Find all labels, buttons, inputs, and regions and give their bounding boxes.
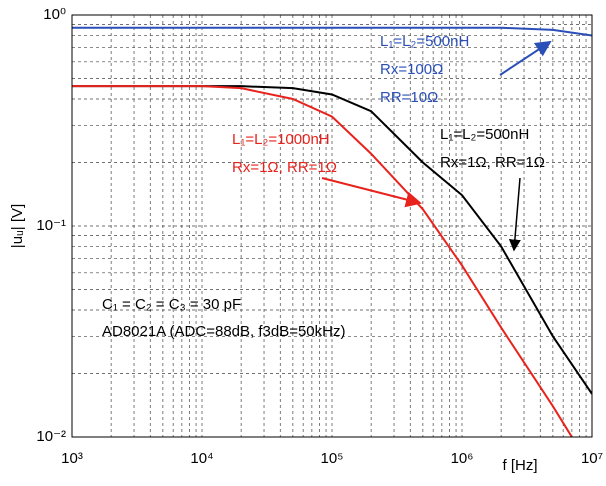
plot-frame [71, 14, 593, 438]
red-annotation: L₁=L₂=1000nH Rx=1Ω, RR=1Ω [232, 131, 337, 176]
annotation: Rx=100Ω [380, 61, 443, 78]
x-tick-label: 10³ [61, 450, 83, 467]
annotation: L₁=L₂=1000nH [232, 131, 330, 148]
grid [71, 14, 593, 438]
annotation: L₁=L₂=500nH [380, 33, 469, 50]
y-tick-label: 10⁻² [36, 428, 66, 445]
x-tick-label: 10⁷ [581, 450, 603, 467]
red-arrow [321, 177, 422, 208]
annotation: RR=10Ω [380, 89, 438, 106]
y-tick-label: 10⁻¹ [36, 217, 66, 234]
notes: C₁ = C₂ = C₃ = 30 pF AD8021A (ADC=88dB, … [102, 296, 345, 340]
annotation: C₁ = C₂ = C₃ = 30 pF [102, 296, 241, 313]
black-arrow [508, 177, 521, 252]
annotation: Rx=1Ω, RR=1Ω [440, 154, 545, 171]
series-line [72, 26, 592, 37]
blue-arrow [499, 40, 552, 76]
black-annotation: L₁=L₂=500nH Rx=1Ω, RR=1Ω [440, 126, 545, 171]
y-axis-label: |uᵤ| [V] [9, 204, 26, 248]
plot-lines [72, 26, 592, 437]
annotation: Rx=1Ω, RR=1Ω [232, 159, 337, 176]
y-tick-label: 10⁰ [43, 6, 66, 23]
x-tick-label: 10⁶ [451, 450, 474, 467]
blue-annotation: L₁=L₂=500nH Rx=100Ω RR=10Ω [380, 33, 469, 106]
x-tick-label: 10⁵ [321, 450, 344, 467]
annotation: L₁=L₂=500nH [440, 126, 529, 143]
annotation: AD8021A (ADC=88dB, f3dB=50kHz) [102, 323, 345, 340]
x-tick-label: 10⁴ [190, 450, 213, 467]
x-axis-label: f [Hz] [502, 457, 537, 474]
series-line [72, 85, 574, 437]
